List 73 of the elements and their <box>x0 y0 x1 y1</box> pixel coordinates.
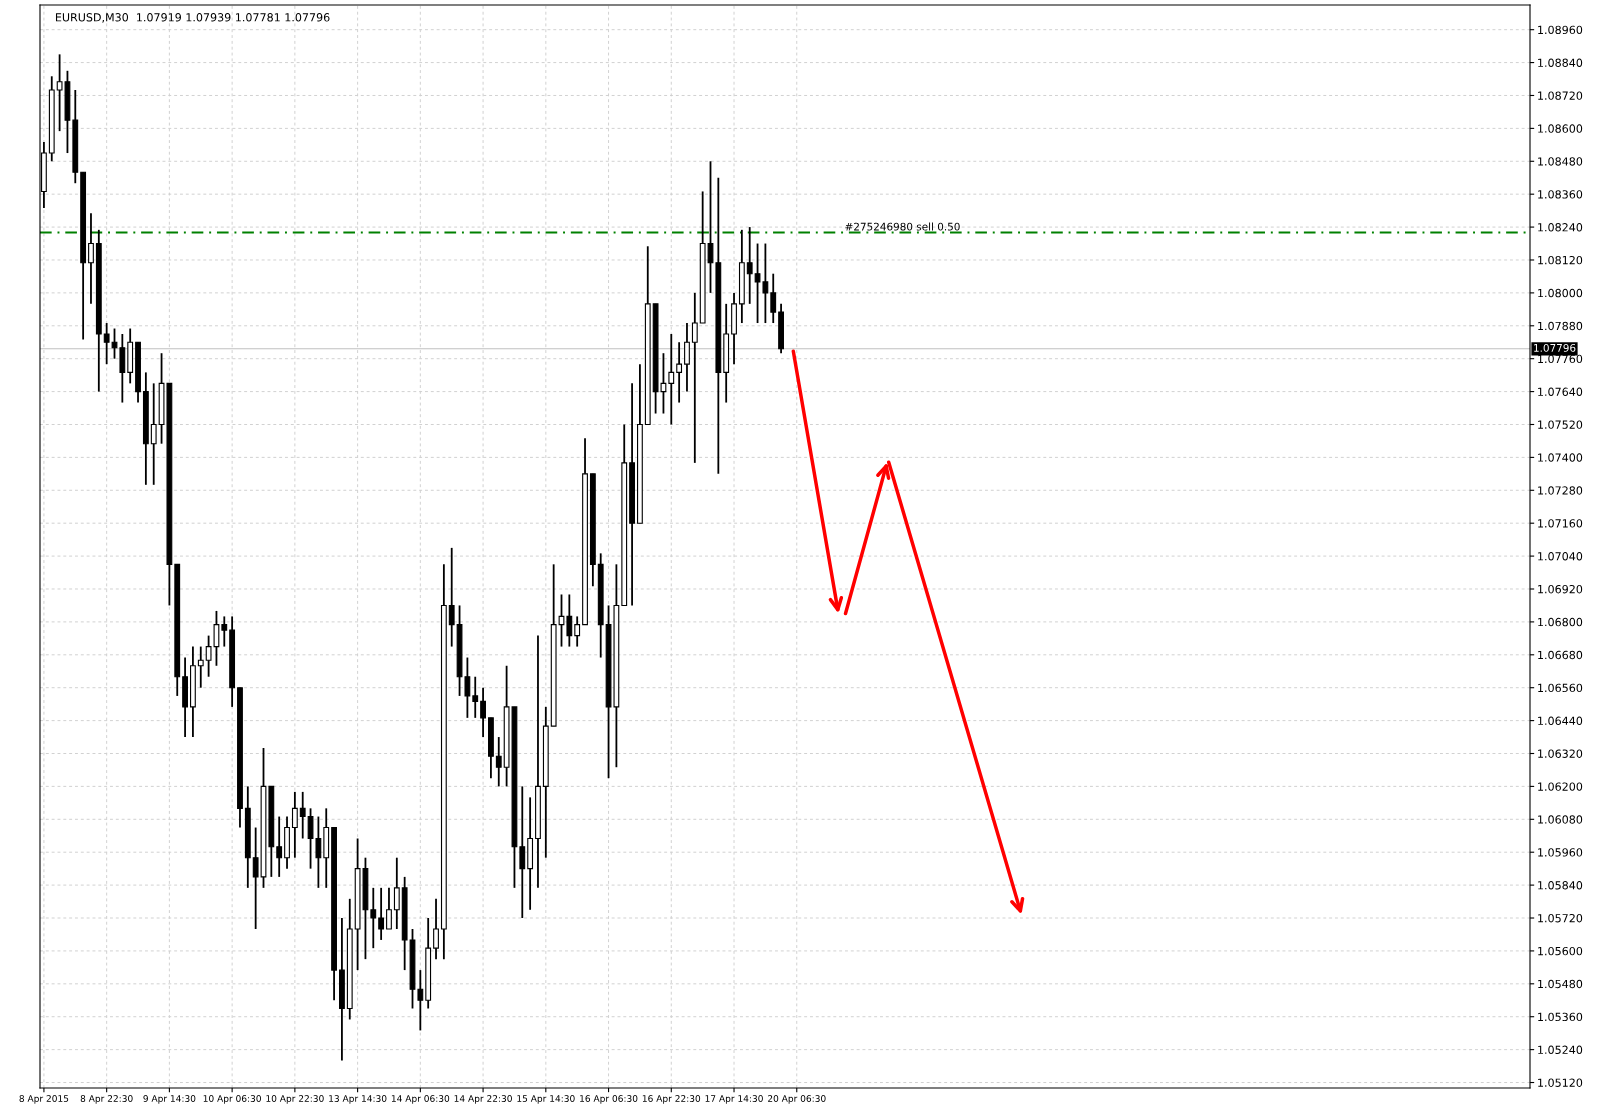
candlestick <box>448 546 455 648</box>
candlestick <box>378 886 385 941</box>
y-tick-label: 1.08720 <box>1538 91 1583 100</box>
candlestick <box>393 856 400 930</box>
candlestick <box>684 322 690 393</box>
candlestick <box>691 291 698 464</box>
x-tick-label: 10 Apr 22:30 <box>266 1095 324 1104</box>
y-tick-label: 1.06560 <box>1538 683 1583 693</box>
candlestick <box>770 272 777 324</box>
y-tick-label: 1.06920 <box>1538 584 1583 594</box>
y-tick-label: 1.08840 <box>1538 58 1583 67</box>
y-tick-label: 1.07040 <box>1538 552 1583 561</box>
y-tick-label: 1.07160 <box>1538 519 1583 528</box>
y-tick-label: 1.06800 <box>1538 617 1583 627</box>
y-tick-label: 1.07640 <box>1538 387 1583 396</box>
y-tick-label: 1.06320 <box>1538 749 1583 758</box>
y-tick-label: 1.08120 <box>1538 255 1583 265</box>
y-tick-label: 1.05960 <box>1538 848 1583 857</box>
candlestick <box>197 645 204 689</box>
y-tick-label: 1.07280 <box>1538 486 1583 495</box>
candlestick <box>480 686 486 738</box>
y-tick-label: 1.06680 <box>1538 650 1583 660</box>
y-tick-label: 1.08480 <box>1538 157 1583 166</box>
candlestick <box>291 790 298 859</box>
x-tick-label: 10 Apr 06:30 <box>203 1095 261 1104</box>
y-tick-label: 1.07400 <box>1538 453 1583 462</box>
ref-line-label: #275246980 sell 0.50 <box>845 222 960 231</box>
ref-line-label: 1.07796 <box>1534 343 1576 352</box>
y-tick-label: 1.07880 <box>1538 321 1583 331</box>
x-tick-label: 16 Apr 06:30 <box>580 1095 638 1104</box>
y-tick-label: 1.07760 <box>1538 354 1583 364</box>
candlestick <box>519 785 526 919</box>
y-tick-label: 1.08960 <box>1538 25 1583 35</box>
y-tick-label: 1.06440 <box>1538 716 1583 725</box>
y-tick-label: 1.05240 <box>1538 1045 1583 1054</box>
y-tick-label: 1.08360 <box>1538 190 1583 199</box>
candlestick <box>370 886 377 950</box>
y-tick-label: 1.06080 <box>1538 815 1583 824</box>
x-tick-label: 14 Apr 22:30 <box>454 1095 512 1104</box>
text: EURUSD,M30 1.07919 1.07939 1.07781 1.07796 <box>55 13 330 23</box>
x-tick-label: 14 Apr 06:30 <box>391 1095 450 1104</box>
candlestick <box>668 333 675 426</box>
x-tick-label: 9 Apr 14:30 <box>143 1095 196 1104</box>
y-tick-label: 1.05120 <box>1538 1078 1583 1087</box>
y-tick-label: 1.05840 <box>1538 881 1583 890</box>
x-tick-label: 8 Apr 2015 <box>19 1095 69 1104</box>
candlestick <box>150 382 157 486</box>
candlestick <box>386 886 392 930</box>
candlestick <box>88 212 94 305</box>
y-tick-label: 1.07520 <box>1538 420 1583 429</box>
x-tick-label: 16 Apr 22:30 <box>642 1095 701 1104</box>
candlestick <box>472 675 479 719</box>
y-tick-label: 1.05600 <box>1538 946 1583 956</box>
x-tick-label: 17 Apr 14:30 <box>705 1095 763 1104</box>
candlestick <box>746 226 753 305</box>
x-tick-label: 13 Apr 14:30 <box>329 1095 387 1104</box>
candlestick <box>433 897 439 961</box>
candlestick <box>574 615 581 648</box>
candlestick <box>299 790 306 840</box>
y-tick-label: 1.05360 <box>1538 1012 1583 1022</box>
candlestick <box>221 615 228 648</box>
y-tick-label: 1.08600 <box>1538 124 1583 133</box>
candlestick <box>276 815 283 878</box>
y-tick-label: 1.05720 <box>1538 913 1583 923</box>
candlestick <box>676 341 683 404</box>
y-tick-label: 1.05480 <box>1538 979 1583 989</box>
candlestick <box>495 736 502 788</box>
x-tick-label: 8 Apr 22:30 <box>80 1095 133 1104</box>
x-tick-label: 20 Apr 06:30 <box>767 1095 826 1104</box>
y-tick-label: 1.08240 <box>1538 223 1583 232</box>
y-tick-label: 1.08000 <box>1538 288 1583 298</box>
x-tick-label: 15 Apr 14:30 <box>517 1095 575 1104</box>
y-tick-label: 1.06200 <box>1538 782 1583 791</box>
